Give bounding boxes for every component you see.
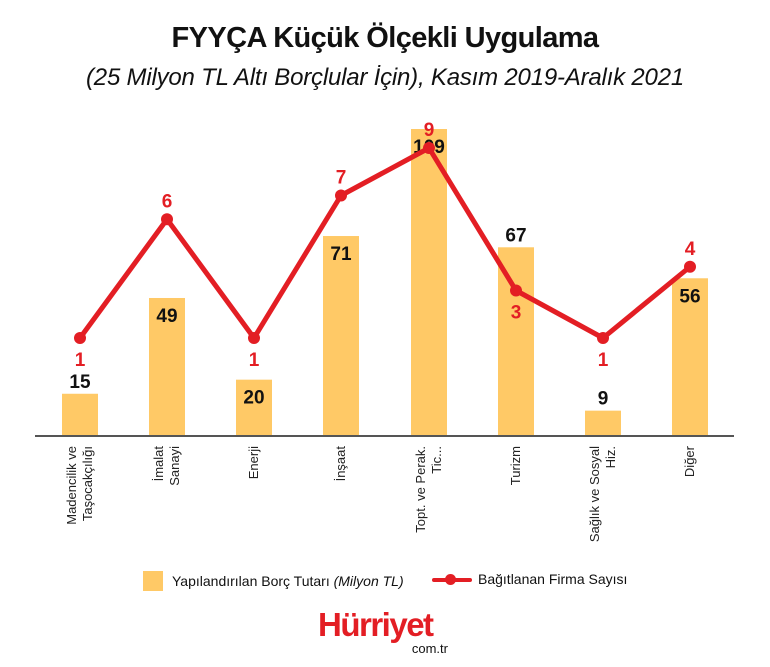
line-value-labels: 1 6 1 7 9 3 1 4 — [75, 120, 696, 371]
bar-value-label: 71 — [330, 244, 352, 265]
line-point — [510, 284, 522, 297]
bar-value-label: 20 — [243, 388, 264, 409]
bar — [62, 393, 98, 436]
legend-bar-label: Yapılandırılan Borç Tutarı — [172, 573, 334, 589]
line-point — [248, 332, 260, 344]
legend-item-bar: Yapılandırılan Borç Tutarı (Milyon TL) — [143, 571, 404, 591]
line-point — [74, 332, 86, 344]
legend-bar-unit: (Milyon TL) — [333, 573, 404, 589]
bar — [149, 297, 185, 436]
line-point — [335, 189, 347, 202]
bar — [236, 379, 272, 436]
bar — [585, 410, 621, 436]
hurriyet-logo: Hürriyet com.tr — [318, 606, 458, 656]
bar-value-label: 9 — [598, 389, 609, 410]
line-series — [77, 145, 693, 341]
line-value-label: 1 — [598, 350, 609, 371]
line-point — [684, 260, 696, 273]
bar — [672, 278, 708, 436]
bar-value-label: 67 — [505, 225, 526, 246]
logo-domain: com.tr — [411, 641, 448, 656]
line-value-label: 4 — [685, 239, 696, 260]
line-point — [597, 332, 609, 344]
logo-brand: Hürriyet — [318, 606, 434, 643]
line-value-label: 7 — [336, 168, 347, 189]
line-marker-icon — [432, 572, 472, 586]
legend: Yapılandırılan Borç Tutarı (Milyon TL) B… — [0, 571, 770, 595]
line-value-label: 6 — [162, 191, 173, 212]
bar-value-label: 56 — [679, 286, 700, 307]
bar-value-label: 15 — [69, 372, 91, 393]
bar — [498, 247, 534, 436]
chart-subtitle: (25 Milyon TL Altı Borçlular İçin), Kası… — [86, 64, 684, 91]
line-value-label: 9 — [424, 120, 435, 141]
line-value-label: 1 — [249, 350, 260, 371]
line-point — [161, 213, 173, 226]
legend-item-line: Bağıtlanan Firma Sayısı — [432, 571, 627, 587]
line-points — [74, 142, 696, 344]
line-point — [423, 142, 435, 154]
line-value-label: 3 — [511, 303, 522, 324]
line-value-label: 1 — [75, 350, 86, 371]
chart-title: FYYÇA Küçük Ölçekli Uygulama — [171, 22, 600, 54]
bar-value-label: 49 — [156, 306, 177, 327]
bar-series — [62, 129, 708, 436]
bar — [323, 236, 359, 436]
bar-swatch-icon — [143, 571, 163, 591]
legend-line-label: Bağıtlanan Firma Sayısı — [478, 571, 628, 587]
bar — [411, 129, 447, 436]
